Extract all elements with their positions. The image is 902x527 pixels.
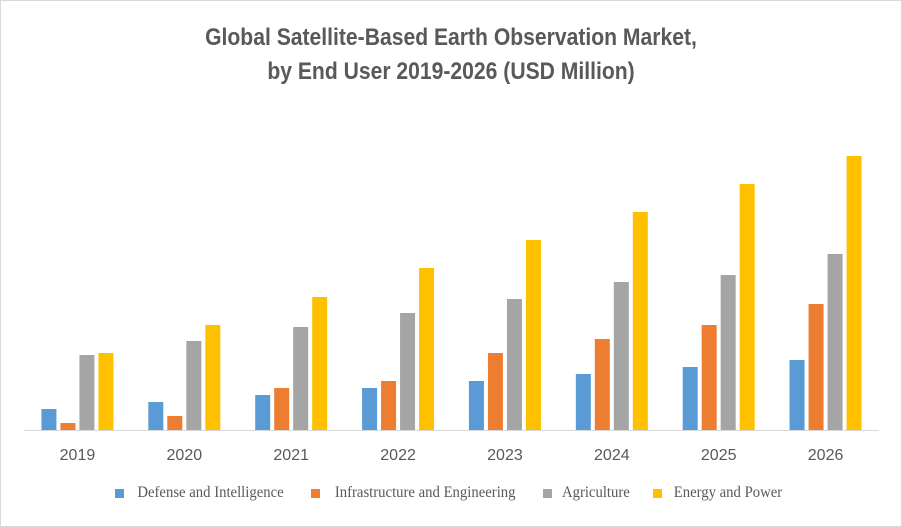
bar-energy-and-power-2025 [739,184,755,430]
bar-defense-and-intelligence-2025 [682,367,698,430]
bar-infrastructure-and-engineering-2020 [167,416,183,430]
bar-infrastructure-and-engineering-2022 [381,381,397,430]
legend-item: Infrastructure and Engineering [310,484,523,502]
bar-energy-and-power-2019 [98,353,114,430]
bar-agriculture-2022 [400,313,416,430]
bar-infrastructure-and-engineering-2021 [274,388,290,430]
bar-defense-and-intelligence-2019 [41,409,57,430]
bar-energy-and-power-2024 [632,212,648,430]
bar-energy-and-power-2021 [312,297,328,430]
bar-infrastructure-and-engineering-2024 [594,339,610,430]
bar-defense-and-intelligence-2022 [362,388,378,430]
legend-label: Defense and Intelligence [137,484,285,501]
x-tick-label: 2026 [808,447,844,464]
bar-defense-and-intelligence-2024 [575,374,591,430]
bar-agriculture-2026 [827,254,843,430]
bar-energy-and-power-2022 [419,268,435,430]
bar-energy-and-power-2023 [525,240,541,430]
bar-agriculture-2023 [506,299,522,430]
legend-swatch [115,488,125,498]
legend-item: Agriculture [542,484,633,502]
bar-agriculture-2025 [720,275,736,430]
legend-swatch [542,488,552,498]
x-tick-label: 2024 [594,447,630,464]
x-tick-label: 2021 [273,447,309,464]
bar-defense-and-intelligence-2021 [255,395,271,430]
legend-label: Agriculture [561,484,630,501]
chart-legend: Defense and Intelligence Infrastructure a… [0,484,902,503]
bar-agriculture-2021 [293,327,309,430]
x-tick-label: 2022 [380,447,416,464]
bar-infrastructure-and-engineering-2026 [808,304,824,430]
legend-item: Defense and Intelligence [115,484,290,502]
bar-agriculture-2019 [79,355,95,430]
bar-agriculture-2020 [186,341,202,430]
bar-infrastructure-and-engineering-2025 [701,325,717,430]
legend-item: Energy and Power [652,484,787,502]
legend-label: Energy and Power [673,484,782,501]
x-tick-label: 2025 [701,447,737,464]
chart-title-line-1: Global Satellite-Based Earth Observation… [205,24,697,51]
legend-label: Infrastructure and Engineering [334,484,516,501]
legend-swatch [310,488,320,498]
x-tick-label: 2020 [167,447,203,464]
bar-defense-and-intelligence-2023 [468,381,484,430]
x-tick-label: 2019 [60,447,96,464]
bar-infrastructure-and-engineering-2019 [60,423,76,430]
bar-defense-and-intelligence-2026 [789,360,805,430]
bar-agriculture-2024 [613,282,629,430]
bar-energy-and-power-2020 [205,325,221,430]
bar-infrastructure-and-engineering-2023 [487,353,503,430]
bar-defense-and-intelligence-2020 [148,402,164,430]
chart-title: Global Satellite-Based Earth Observation… [1,21,901,89]
legend-swatch [652,488,662,498]
bar-energy-and-power-2026 [846,156,862,430]
chart-title-line-2: by End User 2019-2026 (USD Million) [267,58,635,85]
x-tick-label: 2023 [487,447,523,464]
